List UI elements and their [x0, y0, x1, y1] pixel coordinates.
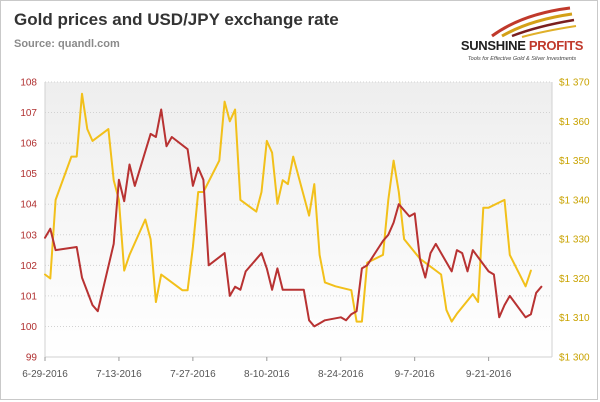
right-tick-label: $1 310 [559, 313, 590, 324]
chart-subtitle: Source: quandl.com [14, 38, 120, 50]
left-tick-label: 105 [20, 169, 37, 180]
gridlines [44, 81, 553, 358]
x-tick-label: 9-7-2016 [395, 369, 435, 380]
right-tick-label: $1 370 [559, 78, 590, 89]
gold-series-line [44, 92, 532, 323]
chart-title: Gold prices and USD/JPY exchange rate [14, 10, 339, 29]
usdjpy-series-line [44, 108, 543, 328]
x-tick-label: 7-13-2016 [96, 369, 142, 380]
logo-name: SUNSHINE PROFITS [452, 38, 592, 53]
left-tick-label: 99 [26, 353, 38, 364]
right-tick-label: $1 360 [559, 117, 590, 128]
series-group [44, 92, 543, 328]
plot-area [45, 82, 552, 357]
x-tick-label: 8-24-2016 [318, 369, 364, 380]
left-tick-label: 100 [20, 322, 37, 333]
right-tick-label: $1 350 [559, 156, 590, 167]
right-tick-label: $1 320 [559, 274, 590, 285]
x-axis-ticks: 6-29-2016 7-13-2016 7-27-2016 8-10-2016 8-24… [22, 357, 512, 380]
left-tick-label: 103 [20, 230, 37, 241]
sunshine-profits-logo: SUNSHINE PROFITS Tools for Effective Gol… [452, 6, 592, 68]
sunrise-icon [491, 6, 577, 38]
x-tick-label: 7-27-2016 [170, 369, 216, 380]
right-axis-ticks: $1 300 $1 310 $1 320 $1 330 $1 340 $1 350 $1 3… [559, 78, 590, 364]
logo-name-part2: PROFITS [528, 38, 584, 53]
right-tick-label: $1 330 [559, 235, 590, 246]
left-tick-label: 107 [20, 108, 37, 119]
x-tick-label: 6-29-2016 [22, 369, 68, 380]
x-tick-label: 9-21-2016 [466, 369, 512, 380]
left-tick-label: 106 [20, 139, 37, 150]
left-tick-label: 108 [20, 78, 37, 89]
left-axis-ticks: 99 100 101 102 103 104 105 106 107 108 [20, 78, 37, 364]
right-tick-label: $1 300 [559, 353, 590, 364]
left-tick-label: 104 [20, 200, 37, 211]
logo-tagline: Tools for Effective Gold & Silver Invest… [467, 56, 577, 62]
x-tick-label: 8-10-2016 [244, 369, 290, 380]
left-tick-label: 101 [20, 291, 37, 302]
logo-name-part1: SUNSHINE [460, 38, 526, 53]
right-tick-label: $1 340 [559, 195, 590, 206]
left-tick-label: 102 [20, 261, 37, 272]
